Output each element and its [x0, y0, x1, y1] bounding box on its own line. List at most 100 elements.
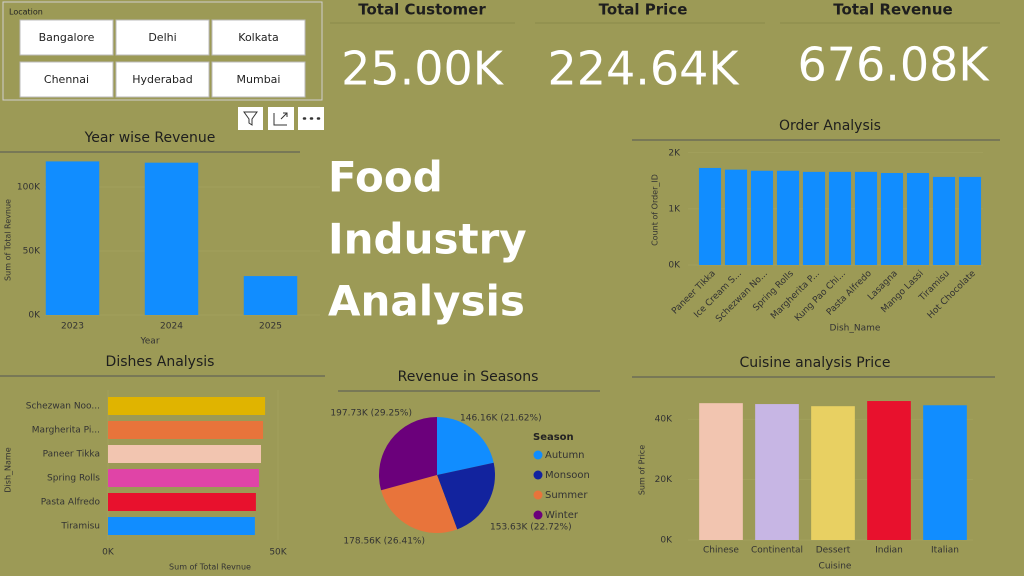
x-axis-label: Dish_Name — [830, 324, 881, 334]
card-label: Total Customer — [358, 1, 486, 19]
x-tick-label: 0K — [102, 548, 115, 558]
legend-title: Season — [533, 432, 574, 443]
y-tick-label: 50K — [23, 247, 41, 257]
x-axis-label: Year — [139, 337, 159, 347]
bar — [699, 403, 743, 540]
slicer-option-label: Bangalore — [39, 31, 95, 44]
y-axis-label: Dish_Name — [4, 447, 13, 492]
chart-title: Revenue in Seasons — [398, 369, 539, 385]
y-tick-label: 0K — [28, 311, 41, 321]
bar — [854, 171, 878, 265]
filter-glyph — [243, 111, 258, 126]
bar — [698, 167, 722, 265]
filter-icon[interactable] — [238, 107, 263, 130]
bar — [108, 421, 264, 439]
x-tick-label: Chinese — [703, 546, 739, 556]
bar — [144, 162, 199, 315]
slicer-option[interactable] — [211, 19, 306, 56]
bar — [108, 517, 255, 535]
y-axis-label: Sum of Price — [638, 445, 647, 495]
legend-marker — [533, 510, 543, 520]
y-tick-label: 40K — [655, 415, 673, 425]
legend-label: Autumn — [545, 450, 585, 461]
slicer-option[interactable] — [19, 19, 114, 56]
slicer-option-label: Delhi — [148, 31, 176, 44]
legend-marker — [533, 470, 543, 480]
x-tick-label: 2024 — [160, 322, 183, 332]
bar — [755, 404, 799, 540]
bar — [108, 397, 266, 415]
legend-label: Monsoon — [545, 470, 590, 481]
card-value: 25.00K — [341, 42, 505, 96]
bar — [776, 170, 800, 265]
slicer-option-label: Kolkata — [238, 31, 278, 44]
x-axis-label: Sum of Total Revnue — [169, 563, 251, 572]
chart-title: Order Analysis — [779, 118, 881, 134]
x-tick-label: Indian — [875, 546, 903, 556]
x-tick-label: 2023 — [61, 322, 84, 332]
y-axis-label: Count of Order_ID — [651, 174, 660, 246]
x-tick-label: Italian — [931, 546, 959, 556]
pie-slice — [379, 417, 437, 491]
x-tick-label: 50K — [269, 548, 287, 558]
bar — [867, 401, 911, 540]
data-label: 146.16K (21.62%) — [460, 414, 542, 424]
x-axis-label: Cuisine — [819, 562, 852, 572]
chart-title: Dishes Analysis — [106, 354, 215, 370]
bar — [243, 276, 298, 315]
dashboard-title: Analysis — [328, 277, 525, 326]
y-tick-label: 0K — [668, 261, 681, 271]
y-tick-label: Margherita Pi... — [32, 426, 100, 436]
chart-title: Cuisine analysis Price — [740, 355, 891, 371]
y-tick-label: 2K — [668, 148, 681, 158]
bar — [923, 405, 967, 540]
x-tick-label: 2025 — [259, 322, 282, 332]
y-tick-label: 20K — [655, 475, 673, 485]
bar — [932, 176, 956, 265]
x-tick-label: Hot Chocolate — [926, 268, 978, 320]
bar — [108, 469, 259, 487]
bar — [958, 176, 982, 265]
y-tick-label: 0K — [660, 536, 673, 546]
x-tick-label: Continental — [751, 546, 803, 556]
bar — [108, 493, 256, 511]
x-tick-label: Dessert — [816, 546, 851, 556]
legend-marker — [533, 450, 543, 460]
y-tick-label: Spring Rolls — [47, 474, 100, 484]
pie-slice — [381, 475, 458, 533]
slicer-option[interactable] — [115, 19, 210, 56]
bar — [45, 161, 100, 315]
bar — [802, 171, 826, 265]
bar — [906, 173, 930, 265]
slicer-title: Location — [9, 8, 43, 17]
y-tick-label: Schezwan Noo... — [26, 402, 100, 412]
slicer-option[interactable] — [19, 61, 114, 98]
data-label: 178.56K (26.41%) — [343, 537, 425, 547]
bar — [724, 169, 748, 265]
card-value: 224.64K — [547, 42, 740, 96]
card-value: 676.08K — [797, 38, 990, 92]
chart-title: Year wise Revenue — [84, 130, 216, 146]
slicer-frame — [2, 1, 323, 101]
bar — [750, 170, 774, 265]
y-tick-label: Tiramisu — [60, 522, 100, 532]
card-label: Total Price — [599, 1, 688, 19]
bar — [828, 171, 852, 265]
y-axis-label: Sum of Total Revnue — [4, 199, 13, 281]
slicer-option-label: Mumbai — [237, 73, 281, 86]
data-label: 153.63K (22.72%) — [490, 523, 572, 533]
card-label: Total Revenue — [833, 1, 952, 19]
bar — [108, 445, 261, 463]
y-tick-label: Paneer Tikka — [43, 450, 100, 460]
pie-slice — [437, 462, 495, 530]
slicer-option[interactable] — [211, 61, 306, 98]
dashboard-title: Food — [328, 153, 443, 202]
focus-glyph — [273, 112, 288, 126]
slicer-option-label: Chennai — [44, 73, 89, 86]
y-tick-label: 100K — [17, 183, 41, 193]
slicer-option[interactable] — [115, 61, 210, 98]
slicer-option-label: Hyderabad — [132, 73, 193, 86]
legend-label: Winter — [545, 510, 579, 521]
bar — [811, 406, 855, 540]
